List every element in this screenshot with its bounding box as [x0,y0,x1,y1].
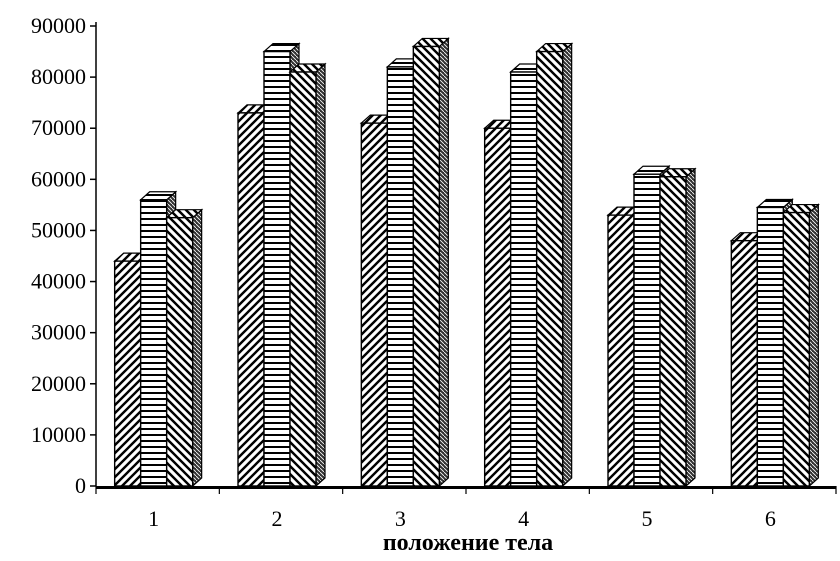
bar-side [192,208,203,488]
x-category-label: 2 [272,506,283,531]
x-category-label: 5 [642,506,653,531]
bar-front [412,45,441,487]
bar-front [165,216,194,487]
y-tick-label: 20000 [31,371,86,396]
y-tick-label: 60000 [31,166,86,191]
bar-side [315,62,326,488]
bar-front [756,206,785,487]
bar [411,37,450,488]
bar-front [386,66,415,487]
x-category-label: 4 [518,506,529,531]
x-category-label: 6 [765,506,776,531]
bar-side [808,203,819,488]
y-tick-label: 50000 [31,217,86,242]
y-tick-label: 80000 [31,64,86,89]
y-tick-label: 40000 [31,269,86,294]
bar [165,208,204,488]
x-category-label: 1 [148,506,159,531]
y-tick-label: 30000 [31,320,86,345]
bar-front [730,239,759,487]
y-tick-label: 90000 [31,13,86,38]
bar [288,62,327,488]
bar-front [509,71,538,487]
bars [113,37,820,488]
bar-front [360,122,389,487]
bar-front [633,173,661,487]
bar-front [237,112,265,487]
bar-front [607,214,635,487]
y-tick-label: 70000 [31,115,86,140]
bar-front [483,127,512,487]
bar [658,167,697,488]
bar [535,42,574,488]
bar-front [113,260,142,487]
bar-side [685,167,696,488]
bar-front [782,211,811,487]
x-axis-title: положение тела [383,530,553,556]
bar-front [289,71,317,487]
axes [90,22,837,494]
bar-front [535,50,564,487]
bar-front [263,50,291,487]
x-category-label: 3 [395,506,406,531]
y-tick-label: 0 [75,473,86,498]
y-tick-label: 10000 [31,422,86,447]
bar-front [139,199,168,487]
bar-side [438,37,449,488]
bar [781,203,820,488]
labels: 0 10000 20000 30000 40000 50000 60000 70000 8000… [31,13,776,531]
bar-front [659,176,687,487]
bar-side [562,42,573,488]
